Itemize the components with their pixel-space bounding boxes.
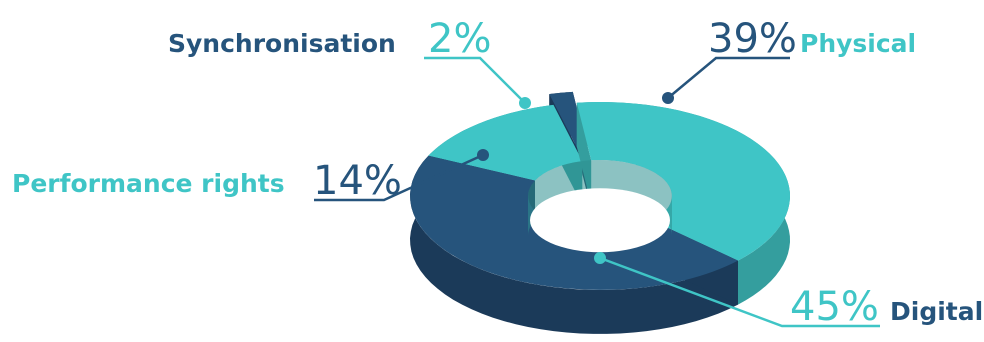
leader-line-performance-rights (314, 153, 484, 202)
leader-line-physical (667, 56, 790, 99)
leader-line-digital (599, 256, 880, 328)
slice-top-digital (410, 155, 738, 290)
slice-label-synchronisation: Synchronisation (168, 29, 396, 58)
slice-digital (410, 155, 738, 334)
slice-value-synchronisation: 2% (428, 16, 491, 62)
slice-label-digital: Digital (890, 297, 983, 326)
slice-label-performance-rights: Performance rights (12, 169, 285, 198)
slice-value-physical: 39% (708, 16, 797, 62)
leader-dot-performance-rights (477, 149, 489, 161)
leader-dot-digital (594, 252, 606, 264)
slice-value-digital: 45% (790, 284, 879, 330)
donut-hole (528, 160, 672, 253)
donut-3d (410, 91, 790, 334)
slice-side-digital (410, 155, 738, 334)
slice-label-physical: Physical (800, 29, 916, 58)
slice-value-performance-rights: 14% (313, 158, 402, 204)
callouts: 39% Physical 45% Digital 14% Performance… (12, 16, 983, 330)
leader-line-synchronisation (424, 56, 526, 104)
leader-dot-synchronisation (519, 97, 531, 109)
slice-top-physical (576, 101, 790, 261)
leader-dot-physical (662, 92, 674, 104)
